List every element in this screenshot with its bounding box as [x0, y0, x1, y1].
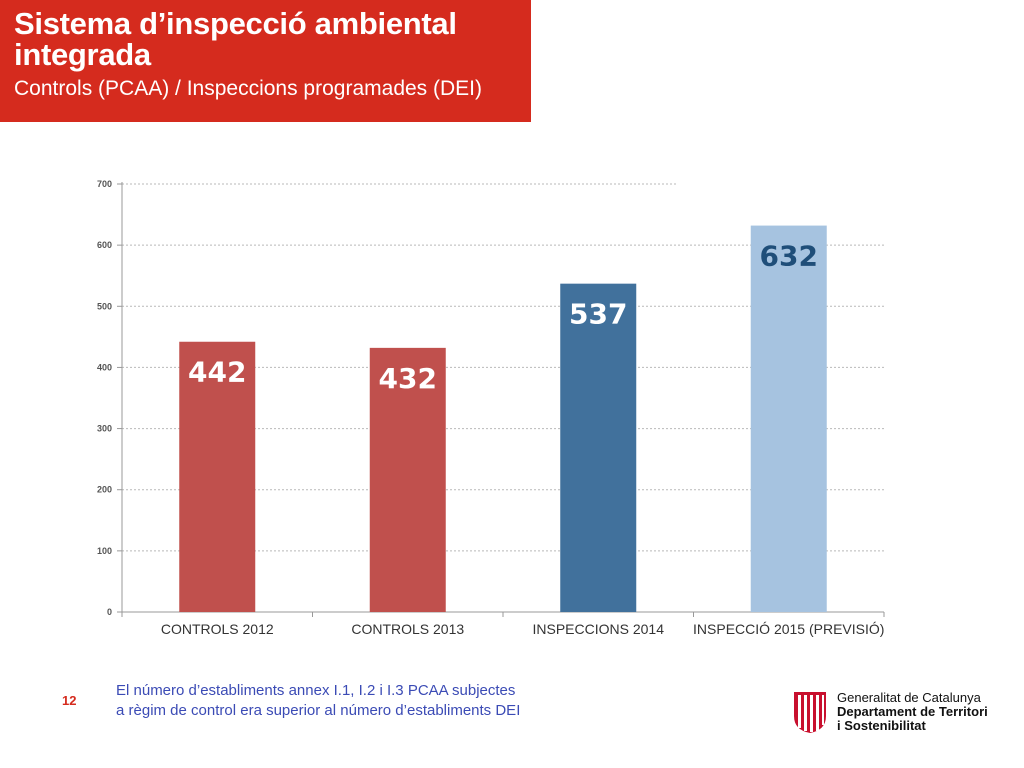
category-label: CONTROLS 2012: [161, 621, 274, 637]
data-label: 537: [569, 298, 627, 331]
category-label: CONTROLS 2013: [351, 621, 464, 637]
y-tick-label: 200: [97, 485, 112, 495]
bar: [179, 341, 256, 612]
data-label: 432: [379, 362, 437, 395]
y-tick-label: 500: [97, 301, 112, 311]
y-tick-label: 300: [97, 424, 112, 434]
data-label: 632: [760, 240, 818, 273]
logo-line-2: Departament de Territori: [837, 704, 988, 719]
y-tick-label: 100: [97, 546, 112, 556]
logo-text: Generalitat de Catalunya Departament de …: [837, 691, 1017, 733]
y-tick-label: 0: [107, 607, 112, 617]
bar: [369, 347, 446, 612]
page-subtitle: Controls (PCAA) / Inspeccions programade…: [14, 77, 482, 100]
category-label: INSPECCIONS 2014: [533, 621, 665, 637]
y-tick-label: 700: [97, 179, 112, 189]
y-tick-label: 600: [97, 240, 112, 250]
data-label: 442: [188, 356, 246, 389]
page-title: Sistema d’inspecció ambiental integrada: [14, 6, 457, 72]
footnote: El número d’establiments annex I.1, I.2 …: [116, 681, 616, 721]
category-label: INSPECCIÓ 2015 (PREVISIÓ): [693, 621, 884, 637]
logo-line-3: i Sostenibilitat: [837, 718, 926, 733]
bar: [750, 225, 827, 612]
footnote-line-2: a règim de control era superior al númer…: [116, 702, 521, 719]
generalitat-logo: Generalitat de Catalunya Departament de …: [792, 690, 1012, 734]
bar: [560, 283, 637, 612]
title-banner: Sistema d’inspecció ambiental integrada …: [0, 0, 531, 122]
y-tick-label: 400: [97, 362, 112, 372]
page-number: 12: [62, 693, 77, 708]
footnote-line-1: El número d’establiments annex I.1, I.2 …: [116, 682, 516, 699]
logo-line-1: Generalitat de Catalunya: [837, 690, 981, 705]
generalitat-emblem-icon: [794, 692, 826, 733]
